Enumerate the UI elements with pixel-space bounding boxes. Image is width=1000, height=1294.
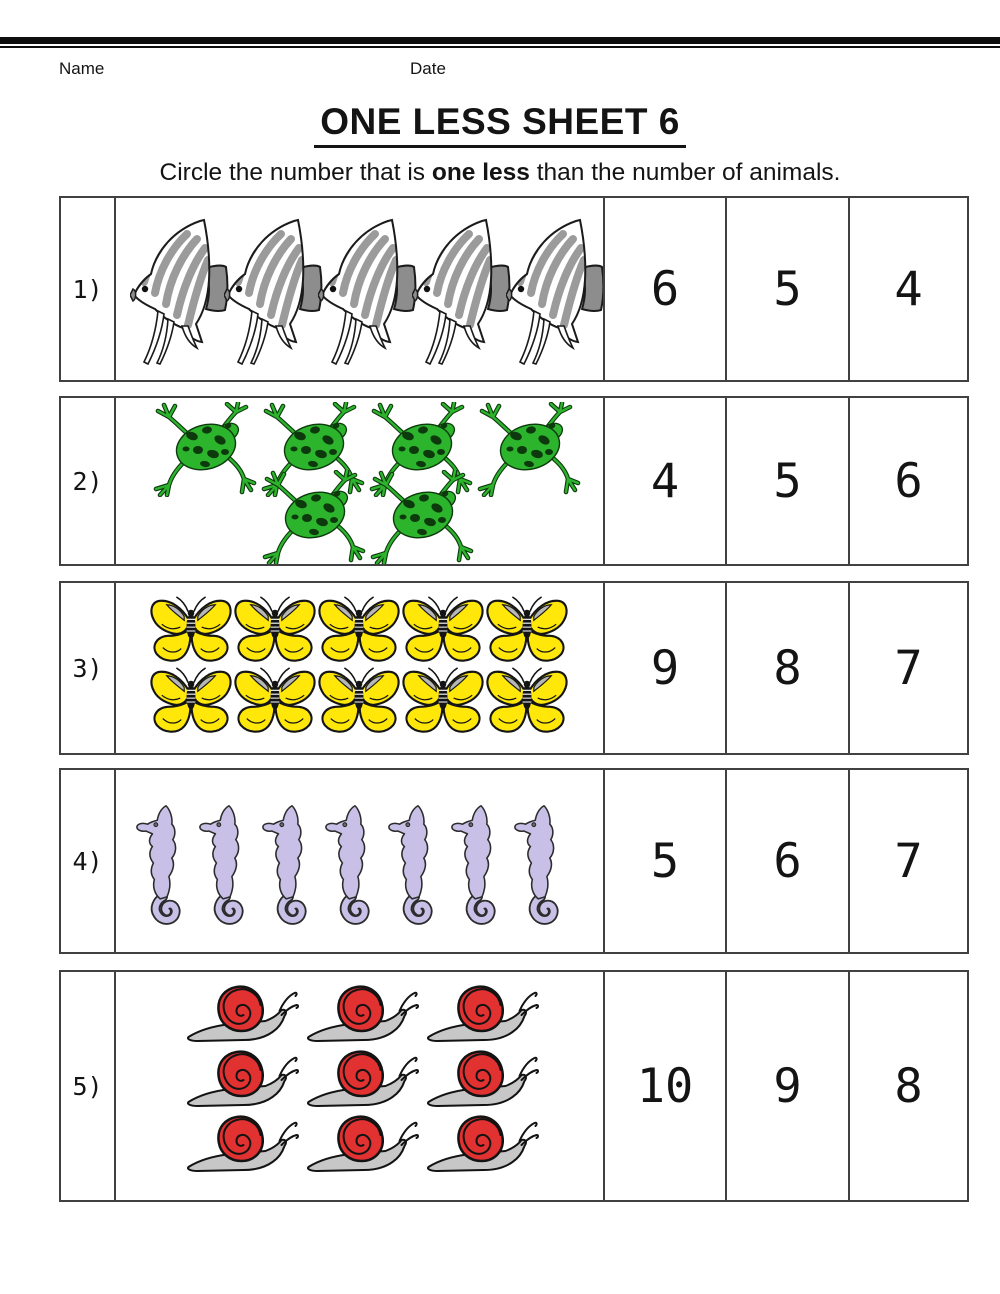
instruction-bold: one less (431, 159, 530, 186)
seahorse-image (197, 797, 261, 927)
butterfly-image (231, 595, 319, 667)
choice-option[interactable]: 4 (603, 398, 725, 564)
instruction-suffix: than the number of animals. (529, 159, 841, 186)
question-number: 2) (72, 466, 103, 496)
butterfly-image (147, 666, 235, 738)
choice-option[interactable]: 5 (725, 198, 848, 380)
angelfish-image (224, 218, 324, 366)
butterfly-image (147, 595, 235, 667)
snail-image (305, 1049, 421, 1111)
choice-option[interactable]: 6 (848, 398, 967, 564)
question-row-5: 5) 10 9 8 (59, 970, 969, 1202)
snail-image (185, 1114, 301, 1176)
butterfly-image (315, 666, 403, 738)
snail-image (185, 1049, 301, 1111)
choice-option[interactable]: 6 (725, 770, 848, 952)
seahorse-group (116, 770, 603, 952)
choice-option[interactable]: 9 (725, 972, 848, 1200)
choice-option[interactable]: 5 (603, 770, 725, 952)
choice-option[interactable]: 7 (848, 770, 967, 952)
choice-option[interactable]: 5 (725, 398, 848, 564)
butterfly-image (231, 666, 319, 738)
snail-group (116, 972, 603, 1200)
angelfish-image (506, 218, 603, 366)
page-title: ONE LESS SHEET 6 (314, 101, 686, 148)
frog-image (367, 470, 479, 564)
snail-image (425, 1049, 541, 1111)
question-row-1: 1) 6 5 4 (59, 196, 969, 382)
choice-option[interactable]: 7 (848, 583, 967, 753)
seahorse-image (449, 797, 513, 927)
angelfish-image (318, 218, 418, 366)
snail-image (425, 1114, 541, 1176)
seahorse-image (512, 797, 576, 927)
question-number: 1) (72, 274, 103, 304)
top-rule-thin (0, 46, 1000, 48)
butterfly-image (315, 595, 403, 667)
instruction-prefix: Circle the number that is (159, 159, 432, 186)
question-row-4: 4) 5 6 7 (59, 768, 969, 954)
animal-cell-angelfish (114, 198, 603, 380)
butterfly-image (483, 666, 571, 738)
snail-image (305, 984, 421, 1046)
question-number: 5) (72, 1071, 103, 1101)
frog-group (116, 398, 603, 564)
question-number: 4) (72, 846, 103, 876)
choice-option[interactable]: 4 (848, 198, 967, 380)
seahorse-image (323, 797, 387, 927)
choice-option[interactable]: 10 (603, 972, 725, 1200)
choice-option[interactable]: 8 (725, 583, 848, 753)
angelfish-image (130, 218, 230, 366)
choice-option[interactable]: 9 (603, 583, 725, 753)
animal-cell-seahorse (114, 770, 603, 952)
snail-image (305, 1114, 421, 1176)
choice-option[interactable]: 6 (603, 198, 725, 380)
title-wrap: ONE LESS SHEET 6 (0, 101, 1000, 148)
question-row-2: 2) 4 5 6 (59, 396, 969, 566)
seahorse-image (134, 797, 198, 927)
butterfly-group (116, 583, 603, 753)
snail-image (425, 984, 541, 1046)
seahorse-image (260, 797, 324, 927)
seahorse-image (386, 797, 450, 927)
choice-option[interactable]: 8 (848, 972, 967, 1200)
question-row-3: 3) 9 8 7 (59, 581, 969, 755)
butterfly-image (483, 595, 571, 667)
frog-image (259, 470, 371, 564)
name-label: Name (59, 59, 105, 78)
top-rule-thick (0, 37, 1000, 44)
animal-cell-butterfly (114, 583, 603, 753)
snail-image (185, 984, 301, 1046)
date-label: Date (410, 59, 446, 78)
frog-image (474, 402, 586, 497)
animal-cell-frog (114, 398, 603, 564)
instruction-text: Circle the number that is one less than … (0, 159, 1000, 187)
butterfly-image (399, 595, 487, 667)
frog-image (150, 402, 262, 497)
animal-cell-snail (114, 972, 603, 1200)
angelfish-group (116, 198, 603, 380)
butterfly-image (399, 666, 487, 738)
angelfish-image (412, 218, 512, 366)
question-number: 3) (72, 653, 103, 683)
